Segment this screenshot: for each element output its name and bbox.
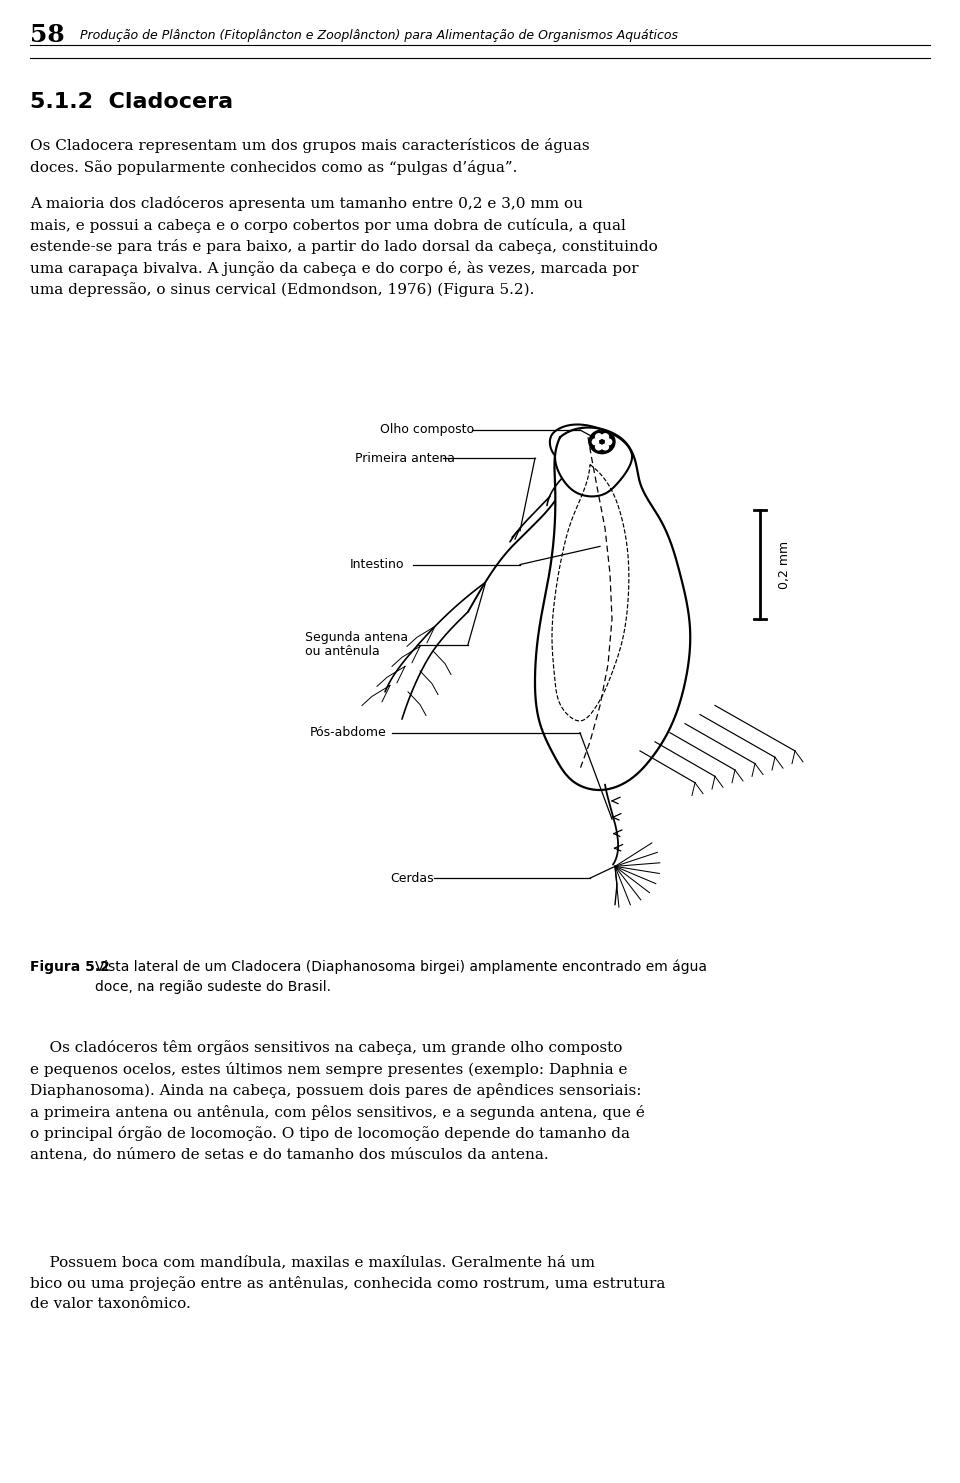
Text: Os Cladocera representam um dos grupos mais característicos de águas
doces. São : Os Cladocera representam um dos grupos m… xyxy=(30,138,589,175)
Circle shape xyxy=(602,443,609,449)
Text: Olho composto: Olho composto xyxy=(380,424,474,436)
Text: Figura 5.2: Figura 5.2 xyxy=(30,960,109,974)
Text: 0,2 mm: 0,2 mm xyxy=(778,540,791,589)
Circle shape xyxy=(595,435,602,439)
Text: ou antênula: ou antênula xyxy=(305,645,380,658)
Text: Pós-abdome: Pós-abdome xyxy=(310,727,387,739)
Circle shape xyxy=(600,440,604,443)
Text: Intestino: Intestino xyxy=(350,558,404,571)
Text: Cerdas: Cerdas xyxy=(390,872,434,885)
Text: Os cladóceros têm orgãos sensitivos na cabeça, um grande olho composto
e pequeno: Os cladóceros têm orgãos sensitivos na c… xyxy=(30,1040,645,1161)
Text: 58: 58 xyxy=(30,24,64,47)
Text: Segunda antena: Segunda antena xyxy=(305,630,408,644)
Circle shape xyxy=(592,439,599,445)
Text: Produção de Plâncton (Fitoplâncton e Zooplâncton) para Alimentação de Organismos: Produção de Plâncton (Fitoplâncton e Zoo… xyxy=(80,28,678,42)
Text: Possuem boca com mandíbula, maxilas e maxílulas. Geralmente há um
bico ou uma pr: Possuem boca com mandíbula, maxilas e ma… xyxy=(30,1255,665,1311)
Text: 5.1.2  Cladocera: 5.1.2 Cladocera xyxy=(30,92,233,113)
Circle shape xyxy=(606,439,612,445)
Circle shape xyxy=(595,443,602,449)
Circle shape xyxy=(602,435,609,439)
Text: Primeira antena: Primeira antena xyxy=(355,452,455,464)
Text: A maioria dos cladóceros apresenta um tamanho entre 0,2 e 3,0 mm ou
mais, e poss: A maioria dos cladóceros apresenta um ta… xyxy=(30,196,658,297)
Circle shape xyxy=(589,430,615,454)
Text: Vista lateral de um Cladocera (Diaphanosoma birgei) amplamente encontrado em águ: Vista lateral de um Cladocera (Diaphanos… xyxy=(95,960,707,994)
